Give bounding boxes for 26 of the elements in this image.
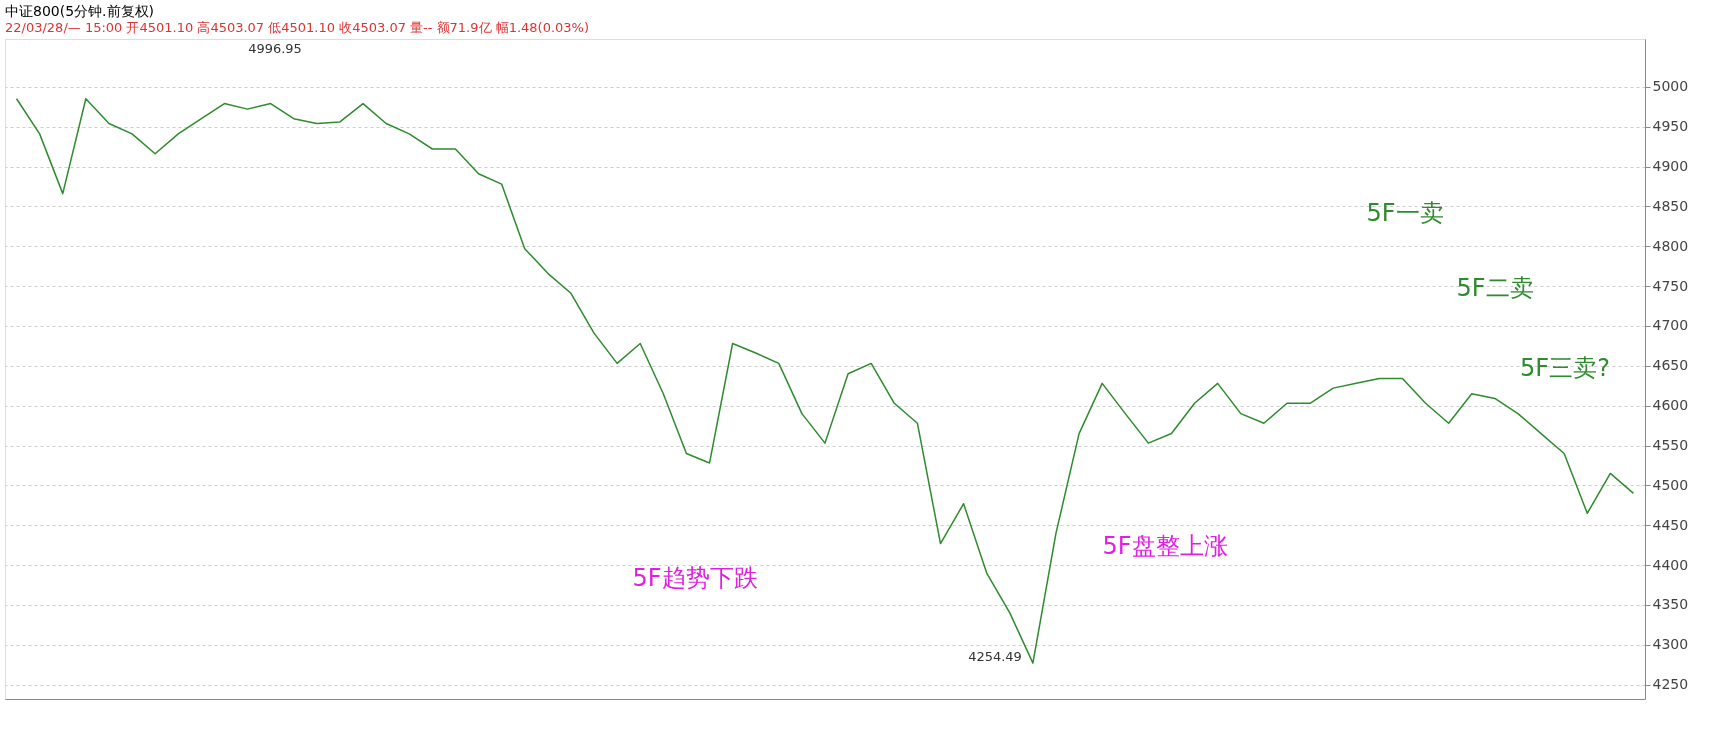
y-tick-label: 4950 bbox=[1652, 118, 1689, 135]
y-tick-label: 4750 bbox=[1652, 277, 1689, 294]
y-tick-label: 4350 bbox=[1652, 596, 1689, 613]
y-tick-label: 4550 bbox=[1652, 437, 1689, 454]
chart-subtitle: 22/03/28/— 15:00 开4501.10 高4503.07 低4501.10 收4503.07 量-- 额71.9亿 幅1.48(0.03%) bbox=[5, 20, 590, 35]
line-series bbox=[15, 98, 1635, 664]
y-tick-label: 4250 bbox=[1652, 676, 1689, 693]
y-tick-label: 4500 bbox=[1652, 476, 1689, 493]
annotation: 5F一卖 bbox=[1366, 199, 1444, 227]
y-tick-label: 4450 bbox=[1652, 516, 1689, 533]
annotation: 5F三卖? bbox=[1520, 354, 1610, 382]
annotation: 4996.95 bbox=[248, 41, 302, 56]
y-tick-label: 4700 bbox=[1652, 317, 1689, 334]
y-tick-label: 4850 bbox=[1652, 197, 1689, 214]
annotation: 5F趋势下跌 bbox=[632, 564, 758, 592]
annotation: 4254.49 bbox=[968, 649, 1022, 664]
y-tick-label: 4900 bbox=[1652, 158, 1689, 175]
y-tick-label: 4650 bbox=[1652, 357, 1689, 374]
y-tick-label: 5000 bbox=[1652, 78, 1689, 95]
y-tick-label: 4800 bbox=[1652, 237, 1689, 254]
y-tick-label: 4300 bbox=[1652, 636, 1689, 653]
chart-title: 中证800(5分钟.前复权) bbox=[5, 3, 155, 19]
y-tick-label: 4400 bbox=[1652, 556, 1689, 573]
annotation: 5F二卖 bbox=[1456, 274, 1534, 302]
annotation: 5F盘整上涨 bbox=[1102, 532, 1228, 560]
y-tick-label: 4600 bbox=[1652, 397, 1689, 414]
